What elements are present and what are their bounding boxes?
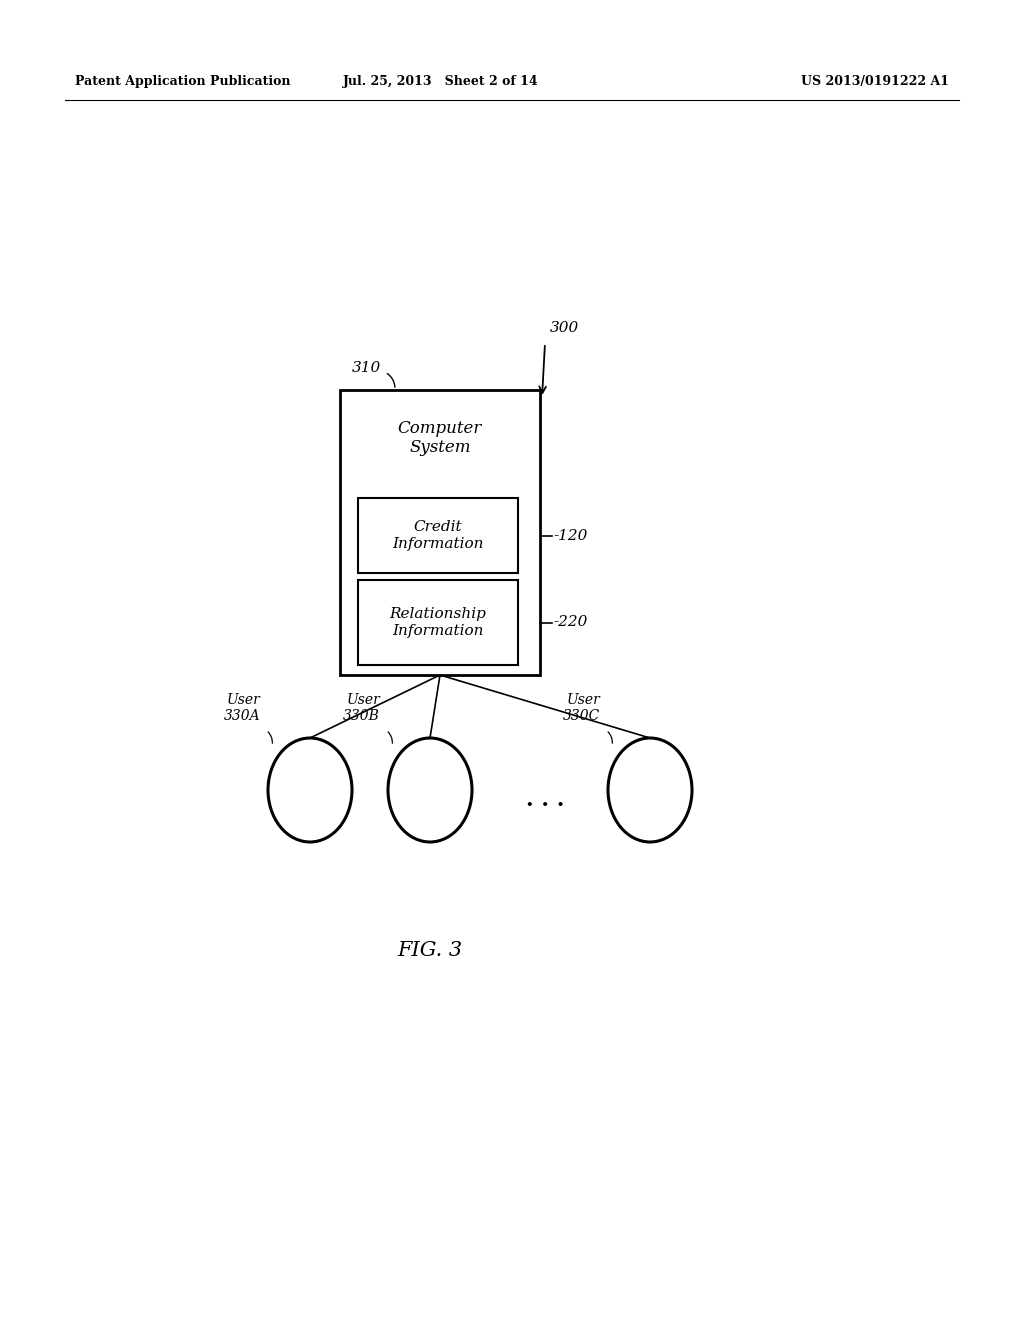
Bar bbox=[340, 389, 540, 675]
Text: User
330A: User 330A bbox=[223, 693, 260, 723]
Text: US 2013/0191222 A1: US 2013/0191222 A1 bbox=[801, 75, 949, 88]
Text: 300: 300 bbox=[550, 321, 580, 335]
Text: Patent Application Publication: Patent Application Publication bbox=[75, 75, 291, 88]
Text: Relationship
Information: Relationship Information bbox=[389, 607, 486, 638]
Text: User
330B: User 330B bbox=[343, 693, 380, 723]
Text: Credit
Information: Credit Information bbox=[392, 520, 483, 550]
Text: User
330C: User 330C bbox=[563, 693, 600, 723]
Bar bbox=[358, 498, 518, 573]
Bar bbox=[358, 579, 518, 665]
Ellipse shape bbox=[388, 738, 472, 842]
Text: . . .: . . . bbox=[525, 789, 564, 810]
Ellipse shape bbox=[268, 738, 352, 842]
Text: 310: 310 bbox=[352, 360, 381, 375]
Text: -220: -220 bbox=[553, 615, 588, 630]
Text: Jul. 25, 2013   Sheet 2 of 14: Jul. 25, 2013 Sheet 2 of 14 bbox=[342, 75, 539, 88]
Text: Computer
System: Computer System bbox=[397, 420, 482, 457]
Ellipse shape bbox=[608, 738, 692, 842]
Text: -120: -120 bbox=[553, 528, 588, 543]
Text: FIG. 3: FIG. 3 bbox=[397, 940, 463, 960]
